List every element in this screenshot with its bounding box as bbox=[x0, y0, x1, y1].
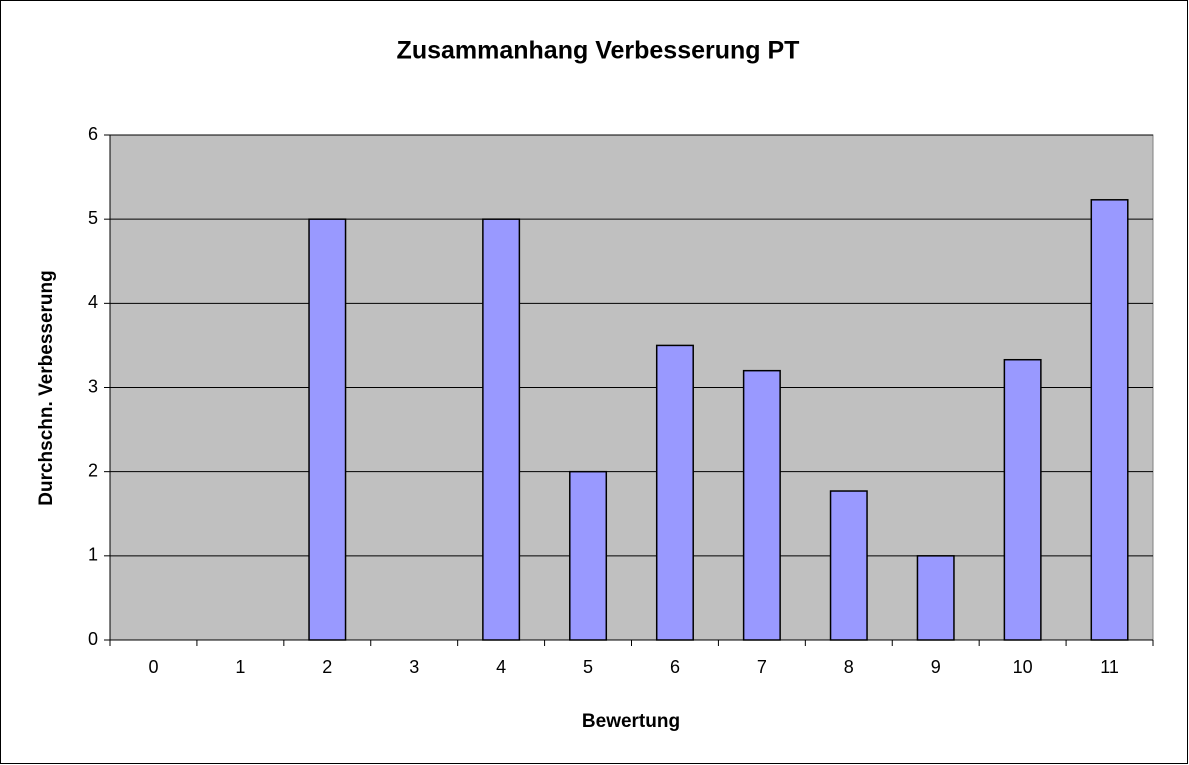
bar bbox=[482, 218, 521, 641]
bar bbox=[569, 470, 608, 641]
bar bbox=[1003, 358, 1042, 641]
x-tick-label: 11 bbox=[1100, 657, 1119, 677]
x-tick-label: 6 bbox=[670, 657, 680, 677]
x-axis-label: Bewertung bbox=[582, 711, 680, 732]
x-tick-label: 10 bbox=[1013, 657, 1033, 677]
y-tick-label: 6 bbox=[88, 124, 98, 144]
y-tick-label: 1 bbox=[88, 545, 98, 565]
bar bbox=[829, 490, 868, 641]
x-tick-label: 5 bbox=[583, 657, 593, 677]
chart-title: Zusammanhang Verbesserung PT bbox=[397, 37, 800, 65]
x-tick-label: 9 bbox=[931, 657, 941, 677]
bar bbox=[308, 218, 347, 641]
x-tick-label: 0 bbox=[148, 657, 158, 677]
x-tick-label: 1 bbox=[235, 657, 245, 677]
x-tick-label: 2 bbox=[322, 657, 332, 677]
bar bbox=[655, 344, 694, 641]
y-tick-label: 4 bbox=[88, 292, 98, 312]
y-tick-label: 2 bbox=[88, 460, 98, 480]
x-tick-label: 8 bbox=[844, 657, 854, 677]
y-tick-label: 3 bbox=[88, 376, 98, 396]
y-tick-label: 0 bbox=[88, 629, 98, 649]
bar bbox=[1090, 199, 1129, 641]
y-tick-label: 5 bbox=[88, 208, 98, 228]
x-tick-label: 7 bbox=[757, 657, 767, 677]
x-tick-label: 4 bbox=[496, 657, 506, 677]
y-axis-label: Durchschn. Verbesserung bbox=[36, 270, 57, 505]
x-tick-label: 3 bbox=[409, 657, 419, 677]
bar bbox=[742, 369, 781, 641]
bar bbox=[916, 555, 955, 641]
